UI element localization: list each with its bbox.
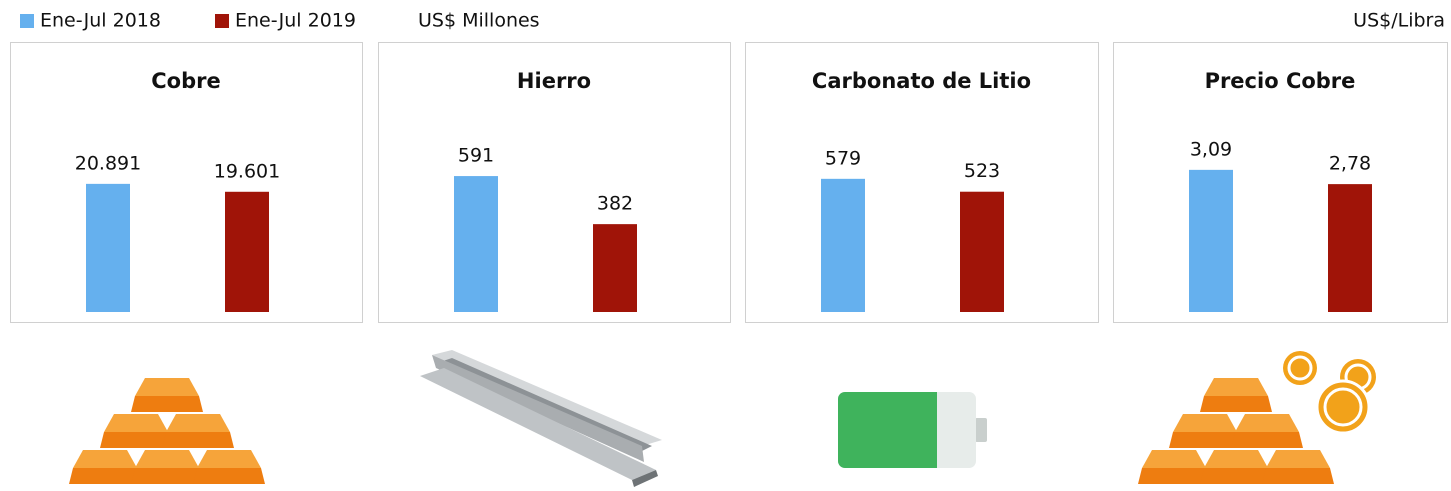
gold-bar-top: [104, 414, 168, 432]
gold-bar-front: [100, 432, 172, 448]
beam-icon: [420, 350, 662, 487]
gold-bar-top: [135, 378, 199, 396]
battery-cap: [975, 418, 987, 442]
gold-bar-front: [131, 396, 203, 412]
value-label: 19.601: [214, 160, 280, 182]
gold-bar-top: [1204, 378, 1268, 396]
coins-icon: [1283, 351, 1376, 435]
gold-bar-front: [1262, 468, 1334, 484]
panel: [745, 42, 1099, 323]
chart-title: Hierro: [517, 69, 591, 93]
gold-bar-front: [131, 468, 203, 484]
gold-bar: [1231, 414, 1303, 448]
value-label: 382: [597, 193, 633, 215]
chart-title: Cobre: [151, 69, 220, 93]
bar: [1189, 169, 1233, 312]
gold-bar: [1200, 378, 1272, 412]
chart-title: Carbonato de Litio: [812, 69, 1031, 93]
legend-swatch: [215, 14, 229, 28]
value-label: 3,09: [1190, 138, 1232, 160]
gold-bar: [162, 414, 234, 448]
bar: [1328, 184, 1372, 312]
bar: [821, 178, 865, 312]
battery-charge: [838, 392, 937, 468]
bar: [225, 191, 269, 312]
gold-bar-front: [1231, 432, 1303, 448]
beam-edge: [632, 470, 658, 487]
gold-bar: [131, 450, 203, 484]
gold-bar-top: [1142, 450, 1206, 468]
legend-swatch: [20, 14, 34, 28]
gold-bar-top: [1235, 414, 1299, 432]
gold-bar-top: [1266, 450, 1330, 468]
beam-flange: [432, 350, 662, 446]
panel: [378, 42, 731, 323]
battery-icon: [838, 392, 987, 468]
gold-bar: [1262, 450, 1334, 484]
gold-bar-front: [1138, 468, 1210, 484]
unit-label: US$/Libra: [1353, 10, 1445, 32]
gold-bar-front: [1169, 432, 1241, 448]
gold-bar-top: [135, 450, 199, 468]
value-label: 579: [825, 147, 861, 169]
legend-label: Ene-Jul 2018: [40, 10, 161, 32]
gold-bar: [100, 414, 172, 448]
gold-bar: [1200, 450, 1272, 484]
coin-ring: [1287, 355, 1313, 381]
gold-bar: [131, 378, 203, 412]
unit-label: US$ Millones: [418, 10, 540, 32]
legend-label: Ene-Jul 2019: [235, 10, 356, 32]
value-label: 2,78: [1329, 153, 1371, 175]
gold-bar-front: [69, 468, 141, 484]
gold-bar: [69, 450, 141, 484]
bar: [86, 183, 130, 312]
value-label: 20.891: [75, 152, 141, 174]
gold-bar-top: [1204, 450, 1268, 468]
bar: [593, 224, 637, 312]
gold-bar: [1169, 414, 1241, 448]
panel: [10, 42, 363, 323]
beam-web: [432, 355, 644, 462]
gold-bar-top: [197, 450, 261, 468]
gold-bar-front: [1200, 396, 1272, 412]
gold-bar-front: [193, 468, 265, 484]
gold-bar-top: [1173, 414, 1237, 432]
bar: [960, 191, 1004, 312]
coin-ring: [1323, 387, 1363, 427]
gold-bar-top: [166, 414, 230, 432]
gold-bar-front: [162, 432, 234, 448]
gold-bar: [193, 450, 265, 484]
chart-title: Precio Cobre: [1205, 69, 1356, 93]
panel: [1113, 42, 1448, 323]
gold-bar-top: [73, 450, 137, 468]
value-label: 523: [964, 160, 1000, 182]
bar: [454, 176, 498, 312]
gold-bar: [1138, 450, 1210, 484]
gold-bar-front: [1200, 468, 1272, 484]
beam-flange: [420, 368, 656, 480]
value-label: 591: [458, 145, 494, 167]
